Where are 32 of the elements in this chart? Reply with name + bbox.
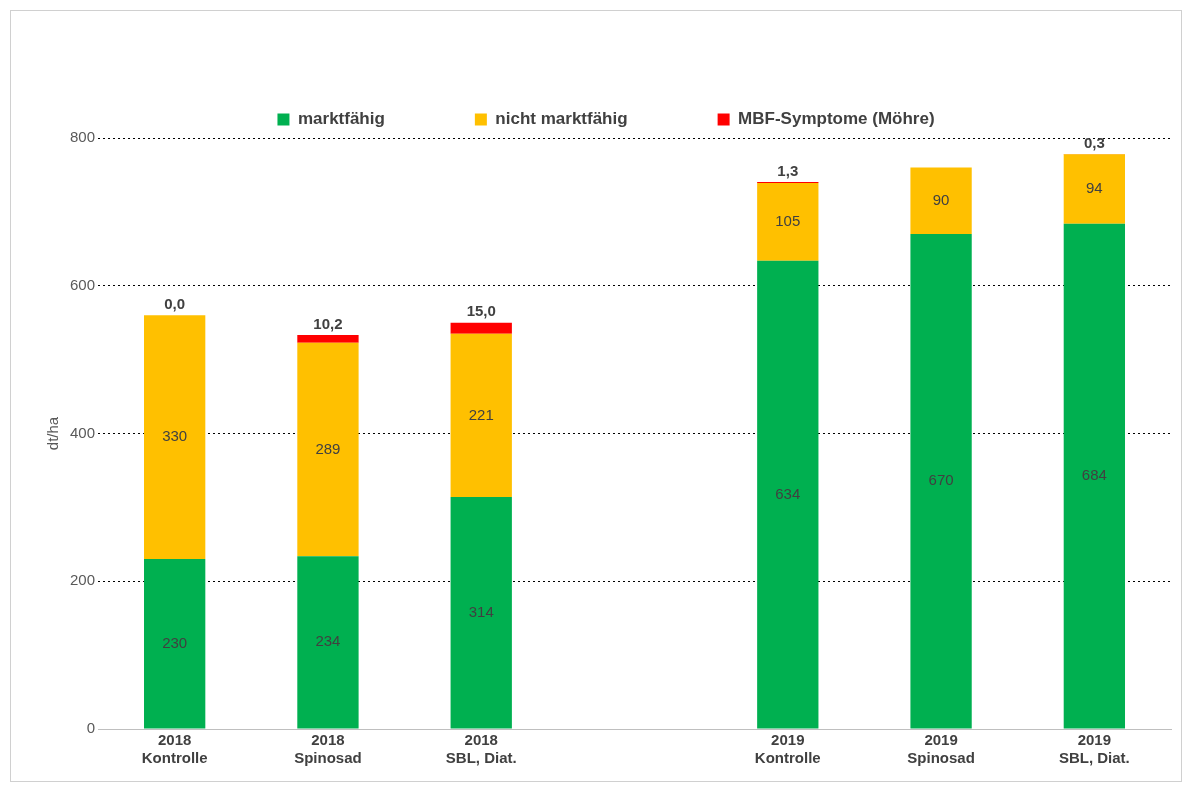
data-label: 0,0 [164,294,186,312]
data-label: 105 [775,211,801,229]
legend-label: MBF-Symptome (Möhre) [738,109,935,129]
x-tick-label: 2018 Spinosad [294,731,362,767]
data-label: 289 [315,439,341,457]
y-tick-label: 400 [70,423,96,441]
data-label: 10,2 [313,314,343,332]
x-tick-label: 2019 Kontrolle [754,731,821,767]
x-tick-label: 2019 SBL, Diat. [1058,731,1130,767]
x-tick-label: 2019 Spinosad [907,731,975,767]
legend-label: nicht marktfähig [495,109,628,129]
data-label: 94 [1086,179,1103,197]
data-label: 221 [468,405,494,423]
data-label: 90 [932,190,950,208]
data-label: 230 [162,633,188,651]
data-label: 330 [162,427,188,445]
data-label: 0,3 [1083,133,1105,151]
y-tick-label: 600 [70,275,96,293]
y-tick-label: 0 [86,719,96,737]
data-label: 684 [1081,466,1107,484]
y-axis-title: dt/ha [44,416,62,451]
x-tick-label: 2018 SBL, Diat. [445,731,517,767]
y-tick-label: 800 [70,128,96,146]
y-tick-label: 200 [70,571,96,589]
x-tick-label: 2018 Kontrolle [141,731,208,767]
legend-label: marktfähig [297,109,385,129]
data-label: 634 [775,484,801,502]
data-label: 670 [928,471,954,489]
data-label: 234 [315,632,341,650]
data-label: 314 [468,602,494,620]
data-label: 1,3 [777,161,799,179]
data-label: 15,0 [466,302,496,320]
